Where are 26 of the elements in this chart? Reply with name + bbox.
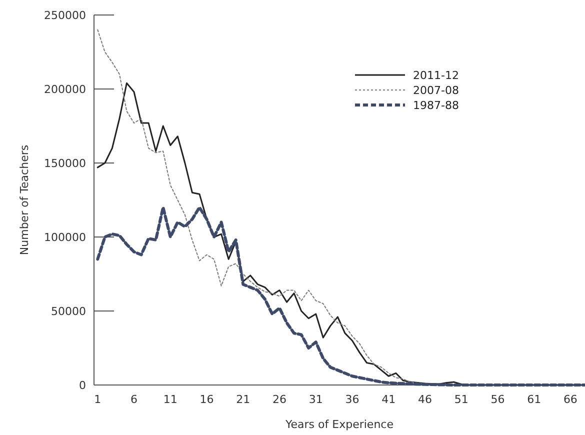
- x-tick-label: 11: [163, 393, 178, 406]
- x-tick-label: 31: [308, 393, 323, 406]
- x-tick-label: 41: [382, 393, 396, 406]
- x-tick-label: 26: [272, 393, 286, 406]
- x-tick-label: 66: [563, 393, 578, 406]
- x-tick-label: 51: [454, 393, 468, 406]
- y-tick-label: 50000: [51, 304, 86, 318]
- x-tick-label: 1: [94, 393, 102, 406]
- x-tick-label: 21: [236, 393, 250, 406]
- legend-label: 2011-12: [413, 68, 459, 82]
- x-tick-label: 36: [345, 393, 360, 406]
- legend-label: 2007-08: [413, 84, 459, 97]
- x-tick-label: 61: [527, 393, 542, 406]
- x-tick-label: 16: [200, 393, 214, 406]
- x-tick-label: 6: [130, 393, 138, 406]
- x-tick-label: 46: [418, 393, 432, 406]
- legend-label: 1987-88: [413, 98, 459, 112]
- y-tick-label: 250000: [44, 8, 86, 22]
- y-tick-label: 100000: [44, 230, 86, 244]
- x-tick-label: 56: [490, 393, 505, 406]
- y-tick-label: 0: [79, 378, 86, 392]
- line-series: [96, 206, 585, 386]
- y-axis-title: Number of Teachers: [18, 144, 31, 256]
- y-tick-label: 150000: [44, 156, 86, 170]
- x-axis-title: Years of Experience: [284, 418, 394, 431]
- y-tick-label: 200000: [44, 82, 86, 96]
